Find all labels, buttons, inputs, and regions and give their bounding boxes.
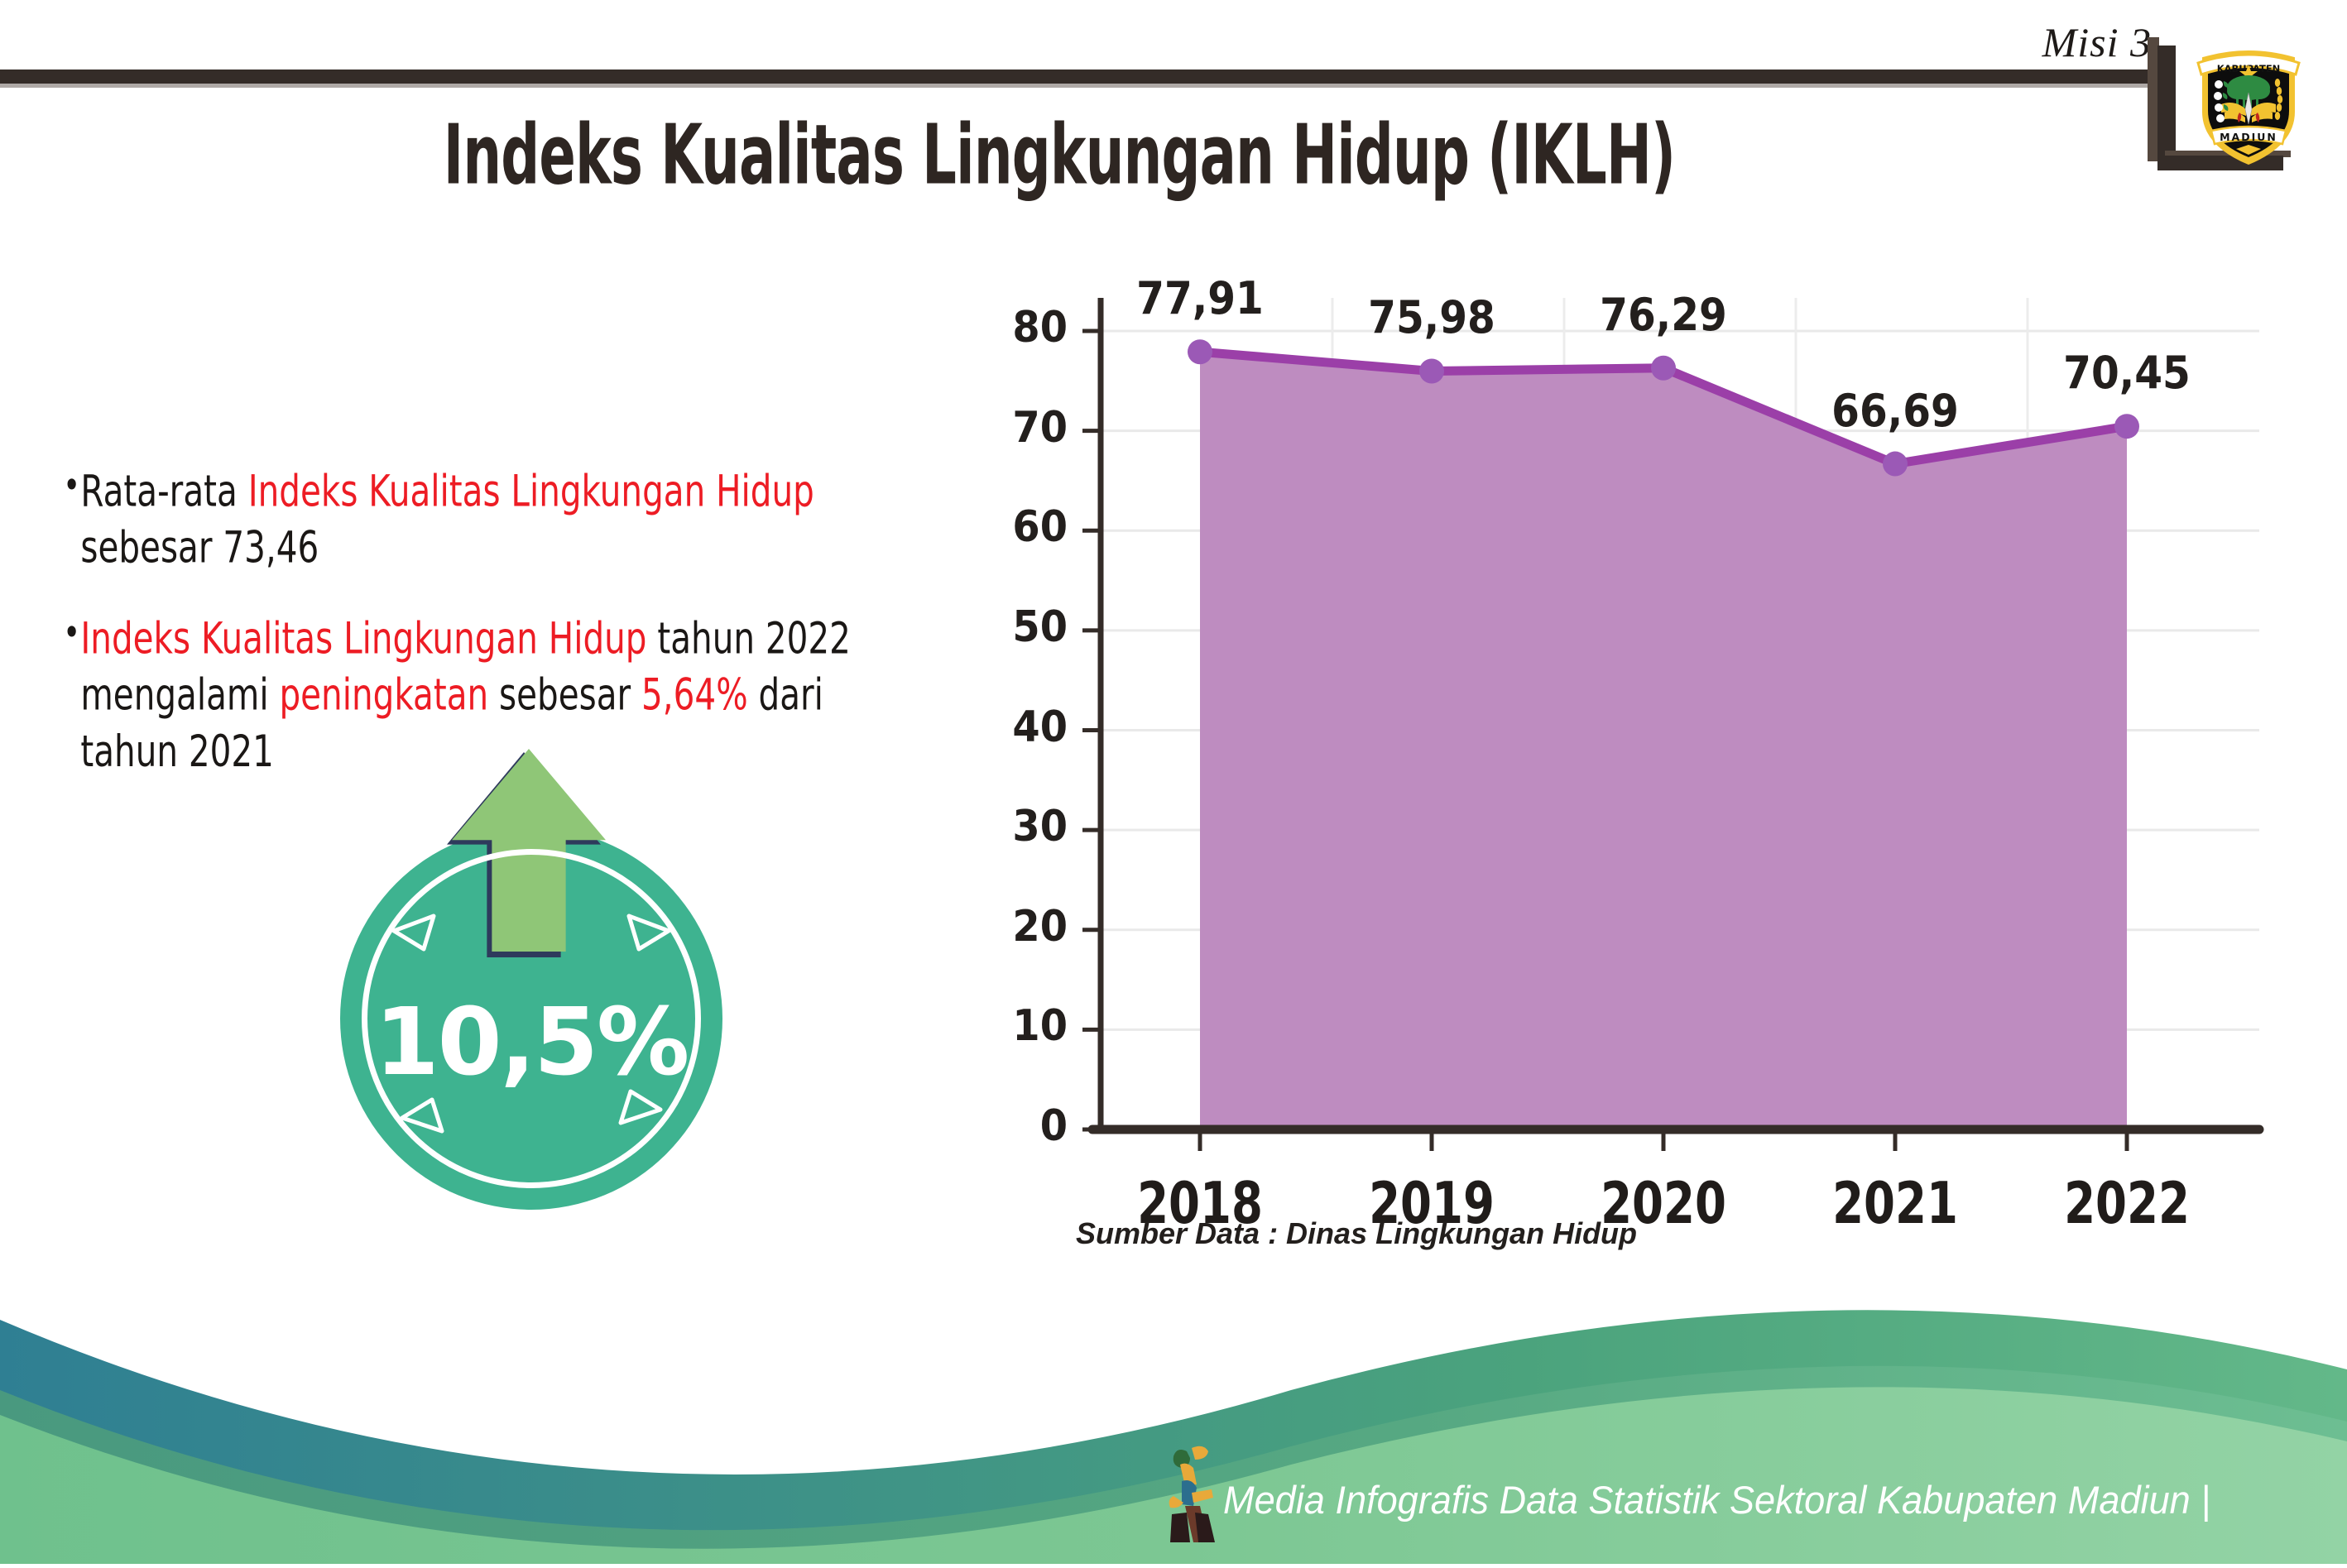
badge-tick-top-right-icon (626, 913, 671, 952)
chart-source-note: Sumber Data : Dinas Lingkungan Hidup (1076, 1216, 1638, 1250)
data-point-marker (1651, 355, 1676, 381)
header-rule-shadow (0, 84, 2162, 88)
plain-text: sebesar 73,46 (80, 521, 319, 573)
bullet-text-average: Rata-rata Indeks Kualitas Lingkungan Hid… (65, 463, 873, 576)
data-value-label: 70,45 (2063, 347, 2191, 400)
bullet-item-increase: Indeks Kualitas Lingkungan Hidup tahun 2… (63, 608, 873, 780)
svg-text:MADIUN: MADIUN (2220, 131, 2277, 143)
chart-canvas (1082, 298, 2264, 1151)
highlighted-text: Indeks Kualitas Lingkungan Hidup (247, 465, 814, 516)
chart-area-fill (1200, 352, 2127, 1129)
chart-y-tick-marks (1082, 328, 1101, 1132)
y-tick-label: 20 (1012, 901, 1068, 952)
y-tick-label: 70 (1012, 402, 1068, 453)
data-point-marker (2114, 414, 2139, 439)
data-point-marker (1883, 451, 1908, 477)
iklh-area-chart: 0 10 20 30 40 50 60 70 80 2018 2019 2020 2021 2022 7… (985, 272, 2276, 1237)
x-tick-label: 2018 (1137, 1169, 1263, 1237)
y-tick-label: 80 (1012, 303, 1068, 352)
chart-data-markers (1188, 339, 2139, 477)
data-value-label: 66,69 (1831, 384, 1959, 437)
y-tick-label: 50 (1012, 602, 1068, 652)
mission-label: Misi 3 (2042, 19, 2152, 65)
plain-text: sebesar (488, 669, 642, 720)
data-value-label: 77,91 (1136, 272, 1264, 325)
highlighted-text: peningkatan (279, 669, 489, 720)
kabupaten-madiun-crest-logo: KABUPATEN (2186, 33, 2311, 170)
y-tick-label: 30 (1012, 802, 1068, 852)
plain-text: dari tahun 2021 (80, 669, 823, 776)
bullet-list: Rata-rata Indeks Kualitas Lingkungan Hid… (63, 462, 983, 807)
increase-badge: 10,5% (316, 749, 746, 1212)
statistik-mascot-icon (1149, 1438, 1240, 1546)
x-tick-label: 2019 (1369, 1169, 1495, 1237)
corner-bracket-vertical (2157, 46, 2176, 170)
y-tick-label: 0 (1039, 1101, 1068, 1151)
footer-wave (0, 1291, 2347, 1564)
badge-tick-top-left-icon (391, 913, 436, 952)
y-tick-label: 10 (1012, 1001, 1068, 1052)
corner-bracket-bevel (2148, 37, 2159, 161)
bullet-text-increase: Indeks Kualitas Lingkungan Hidup tahun 2… (65, 611, 873, 780)
plain-text: tahun 2022 mengalami (80, 611, 851, 720)
header-rule (0, 70, 2162, 84)
x-tick-label: 2022 (2064, 1169, 2190, 1237)
data-value-label: 75,98 (1368, 291, 1495, 344)
highlighted-text: 5,64% (641, 669, 748, 720)
badge-tick-bottom-left-icon (400, 1097, 444, 1134)
badge-tick-bottom-right-icon (618, 1089, 663, 1125)
data-value-label: 76,29 (1600, 288, 1727, 341)
x-tick-label: 2020 (1601, 1169, 1726, 1237)
highlighted-text: Indeks Kualitas Lingkungan Hidup (80, 611, 647, 664)
page-title: Indeks Kualitas Lingkungan Hidup (IKLH) (443, 108, 1676, 204)
badge-percent-label: 10,5% (374, 989, 690, 1096)
data-point-marker (1188, 339, 1212, 365)
bullet-item-average: Rata-rata Indeks Kualitas Lingkungan Hid… (63, 462, 873, 576)
footer-caption: Media Infografis Data Statistik Sektoral… (1223, 1478, 2211, 1522)
chart-x-tick-marks (1197, 1129, 2129, 1151)
y-tick-label: 60 (1012, 502, 1068, 553)
plain-text: Rata-rata (80, 465, 248, 516)
y-tick-label: 40 (1012, 702, 1068, 752)
data-point-marker (1419, 358, 1444, 384)
x-tick-label: 2021 (1832, 1169, 1958, 1237)
